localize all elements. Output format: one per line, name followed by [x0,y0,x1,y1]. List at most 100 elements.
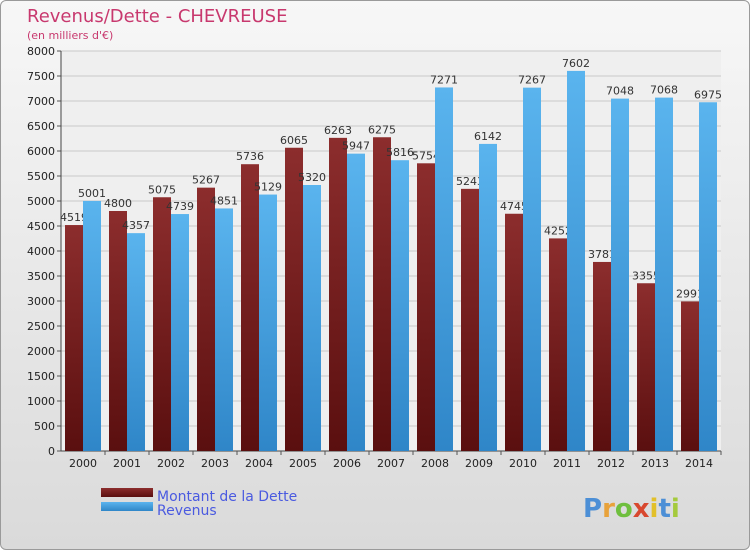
x-tick-label: 2005 [289,457,317,470]
y-tick-label: 5000 [27,195,55,208]
x-tick-label: 2012 [597,457,625,470]
revenue-bar [699,102,717,451]
y-tick-label: 7000 [27,95,55,108]
debt-bar [329,137,347,451]
x-tick-label: 2006 [333,457,361,470]
debt-bar [373,137,391,451]
x-tick-label: 2008 [421,457,449,470]
revenue-bar [523,87,541,452]
debt-bar [109,211,127,451]
revenue-bar [611,98,629,451]
debt-value-label: 4252 [544,224,572,237]
x-tick-label: 2007 [377,457,405,470]
debt-value-label: 5243 [456,175,484,188]
chart-subtitle: (en milliers d'€) [27,29,114,42]
y-tick-label: 3000 [27,295,55,308]
debt-bar [681,301,699,451]
debt-bar [285,147,303,451]
debt-value-label: 2991 [676,287,704,300]
revenue-value-label: 4851 [210,194,238,207]
y-tick-label: 4500 [27,220,55,233]
legend-swatch-revenue [101,502,153,511]
revenue-value-label: 5320 [298,171,326,184]
legend-label-debt: Montant de la Dette [157,489,297,505]
debt-value-label: 3781 [588,248,616,261]
debt-bar [197,187,215,451]
chart-title: Revenus/Dette - CHEVREUSE [27,6,288,27]
revenue-value-label: 7267 [518,74,546,87]
y-tick-label: 2000 [27,345,55,358]
debt-bar [65,225,83,451]
y-tick-label: 500 [34,420,55,433]
revenue-value-label: 5001 [78,187,106,200]
x-tick-label: 2004 [245,457,273,470]
y-tick-label: 5500 [27,170,55,183]
revenue-value-label: 7602 [562,57,590,70]
y-tick-label: 6000 [27,145,55,158]
debt-value-label: 4745 [500,200,528,213]
x-tick-label: 2013 [641,457,669,470]
revenue-value-label: 7068 [650,84,678,97]
debt-value-label: 3355 [632,269,660,282]
x-tick-label: 2010 [509,457,537,470]
y-tick-label: 0 [48,445,55,458]
x-tick-label: 2003 [201,457,229,470]
revenue-value-label: 7271 [430,73,458,86]
revenue-bar [171,214,189,451]
y-tick-label: 1500 [27,370,55,383]
x-tick-label: 2011 [553,457,581,470]
revenue-value-label: 6975 [694,88,722,101]
revenue-bar [479,143,497,451]
debt-value-label: 5267 [192,174,220,187]
debt-value-label: 6275 [368,123,396,136]
debt-bar [549,238,567,451]
y-tick-label: 7500 [27,70,55,83]
debt-value-label: 6263 [324,124,352,137]
revenue-bar [391,160,409,451]
debt-bar [461,188,479,451]
revenue-bar [435,87,453,451]
revenue-bar [303,185,321,451]
revenue-value-label: 5947 [342,140,370,153]
debt-value-label: 4800 [104,197,132,210]
revenue-bar [655,97,673,451]
debt-bar [417,163,435,452]
revenue-bar [83,200,101,451]
revenue-bar [215,208,233,451]
revenue-value-label: 6142 [474,130,502,143]
y-tick-label: 6500 [27,120,55,133]
x-tick-label: 2014 [685,457,713,470]
x-tick-label: 2002 [157,457,185,470]
legend-label-revenue: Revenus [157,503,217,519]
debt-value-label: 5736 [236,150,264,163]
y-tick-label: 2500 [27,320,55,333]
revenue-value-label: 4357 [122,219,150,232]
debt-bar [593,261,611,451]
debt-bar [241,164,259,451]
revenue-bar [347,153,365,451]
y-tick-label: 1000 [27,395,55,408]
revenue-bar [259,194,277,452]
revenue-value-label: 7048 [606,85,634,98]
legend-swatch-debt [101,488,153,497]
debt-value-label: 4519 [60,211,88,224]
debt-value-label: 5754 [412,149,440,162]
revenue-bar [127,233,145,451]
y-tick-label: 4000 [27,245,55,258]
debt-value-label: 5075 [148,183,176,196]
debt-value-label: 6065 [280,134,308,147]
revenue-value-label: 5816 [386,146,414,159]
x-tick-label: 2001 [113,457,141,470]
revenue-value-label: 5129 [254,181,282,194]
debt-bar [153,197,171,451]
y-tick-label: 3500 [27,270,55,283]
revenue-value-label: 4739 [166,200,194,213]
y-tick-label: 8000 [27,45,55,58]
proxiti-logo: Proxiti [583,494,680,524]
x-tick-label: 2000 [69,457,97,470]
x-tick-label: 2009 [465,457,493,470]
debt-bar [637,283,655,451]
